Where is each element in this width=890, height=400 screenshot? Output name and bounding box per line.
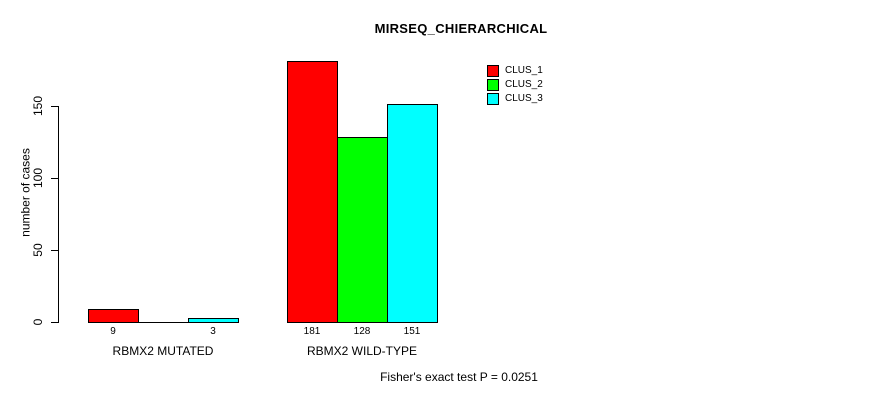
chart-title: MIRSEQ_CHIERARCHICAL (374, 21, 548, 36)
legend-item-clus2: CLUS_2 (487, 78, 543, 92)
bar-clus3-rbmx2-mutated (188, 318, 239, 323)
y-tick-label: 50 (31, 243, 45, 257)
legend-swatch-clus2 (487, 79, 499, 91)
bar-clus2-rbmx2-wild-type (337, 137, 388, 323)
legend-label-clus2: CLUS_2 (505, 79, 543, 90)
bar-value-label: 151 (403, 326, 421, 337)
bar-zero-clus2-rbmx2-mutated (138, 322, 189, 323)
y-tick-label: 150 (31, 95, 45, 117)
y-tick (51, 250, 58, 251)
y-tick (51, 178, 58, 179)
bar-value-label: 9 (110, 326, 116, 337)
legend-label-clus1: CLUS_1 (505, 65, 543, 76)
group-label: RBMX2 WILD-TYPE (306, 344, 417, 358)
bar-value-label: 3 (210, 326, 216, 337)
y-tick (51, 106, 58, 107)
legend-swatch-clus1 (487, 65, 499, 77)
bar-value-label: 128 (353, 326, 371, 337)
y-tick-label: 100 (31, 167, 45, 189)
y-axis-label: number of cases (18, 148, 33, 237)
y-axis-line (58, 106, 59, 323)
bar-clus1-rbmx2-wild-type (287, 61, 338, 323)
legend: CLUS_1 CLUS_2 CLUS_3 (487, 64, 543, 106)
legend-item-clus3: CLUS_3 (487, 92, 543, 106)
bar-clus1-rbmx2-mutated (88, 309, 139, 323)
bar-value-label: 181 (303, 326, 321, 337)
y-tick-label: 0 (31, 318, 45, 326)
legend-label-clus3: CLUS_3 (505, 93, 543, 104)
annotation-fisher-test: Fisher's exact test P = 0.0251 (380, 370, 538, 384)
legend-swatch-clus3 (487, 93, 499, 105)
group-label: RBMX2 MUTATED (112, 344, 214, 358)
bar-clus3-rbmx2-wild-type (387, 104, 438, 323)
y-tick (51, 322, 58, 323)
legend-item-clus1: CLUS_1 (487, 64, 543, 78)
